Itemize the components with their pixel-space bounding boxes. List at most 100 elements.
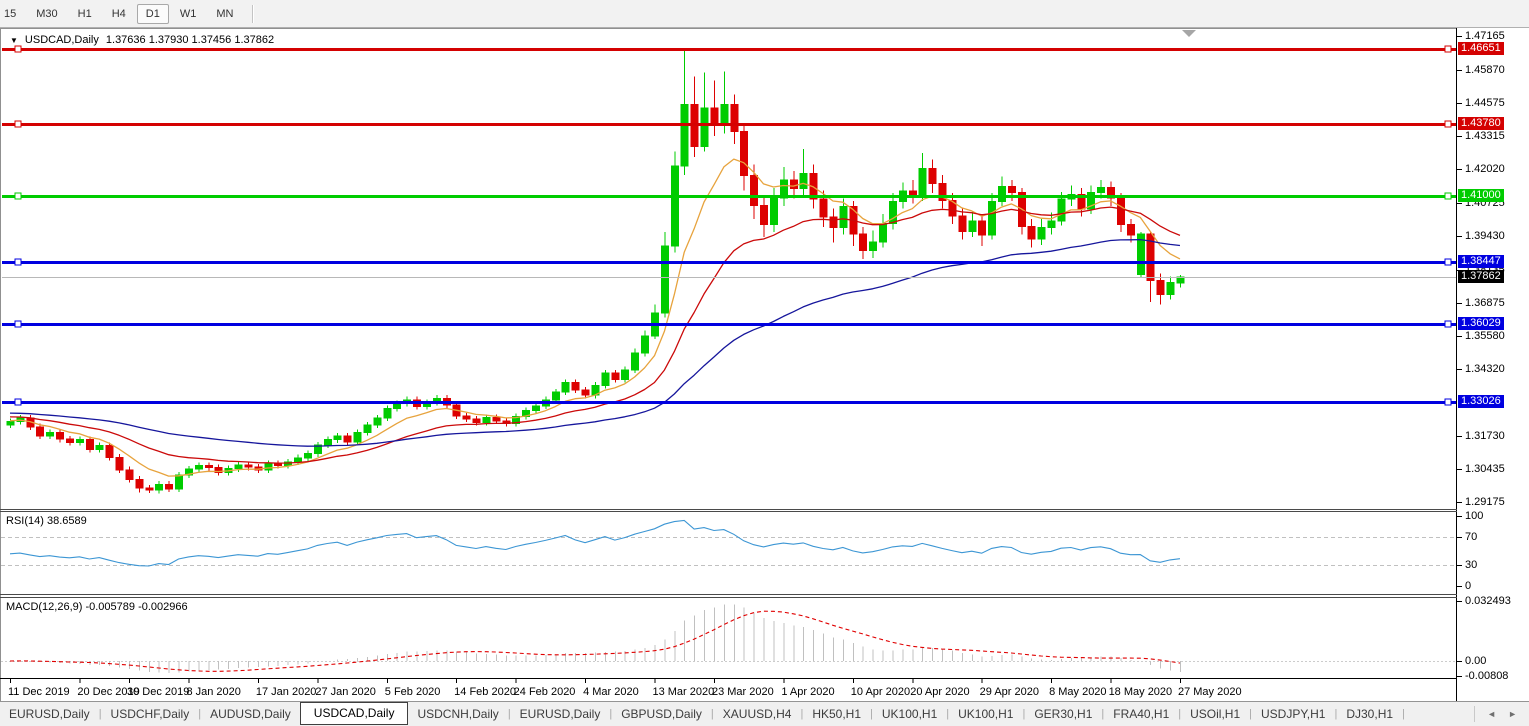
level-line-handle[interactable] [14,192,22,200]
tab-separator: | [1101,708,1105,720]
chart-tab-usoil-h1[interactable]: USOil,H1 [1190,707,1241,721]
level-line-handle[interactable] [1444,120,1452,128]
svg-text:29 Apr 2020: 29 Apr 2020 [980,686,1039,698]
axis-tick-label: 70 [1465,531,1478,543]
svg-text:23 Mar 2020: 23 Mar 2020 [712,686,774,698]
level-price-chip[interactable]: 1.43780 [1458,117,1504,130]
svg-text:30 Dec 2019: 30 Dec 2019 [127,686,189,698]
macd-signal-line [9,610,1181,672]
tab-scroll-controls: ◄ ► [1474,706,1529,722]
timeframe-button-h4[interactable]: H4 [111,7,126,20]
level-price-chip[interactable]: 1.36029 [1458,317,1504,330]
level-line-handle[interactable] [1444,258,1452,266]
chart-tab-usdcad-daily[interactable]: USDCAD,Daily [299,701,409,725]
axis-tick-label: 1.43315 [1465,130,1505,142]
chart-tab-fra40-h1[interactable]: FRA40,H1 [1113,707,1170,721]
chart-tab-hk50-h1[interactable]: HK50,H1 [812,707,862,721]
level-line-handle[interactable] [1444,320,1452,328]
axis-tick-mark [1457,601,1462,602]
chart-tab-eurusd-daily[interactable]: EURUSD,Daily [519,707,601,721]
chart-tab-usdcnh-daily[interactable]: USDCNH,Daily [417,707,499,721]
current-price-chip[interactable]: 1.37862 [1458,270,1504,283]
toolbar-separator [252,4,255,23]
rsi-line [9,519,1181,567]
level-line-handle[interactable] [14,258,22,266]
ohlc-values: 1.37636 1.37930 1.37456 1.37862 [105,34,275,46]
axis-tick-label: 1.29175 [1465,496,1505,508]
level-line-handle[interactable] [1444,45,1452,53]
tab-scroll-left-icon[interactable]: ◄ [1487,709,1497,719]
axis-tick-label: 1.36875 [1465,297,1505,309]
axis-tick-mark [1457,516,1462,517]
axis-tick-label: 0.00 [1465,655,1487,667]
timeframe-toolbar: 15 M30 H1 H4 D1 W1 MN [0,0,1529,28]
chart-tab-audusd-daily[interactable]: AUDUSD,Daily [210,707,291,721]
chart-tab-usdchf-daily[interactable]: USDCHF,Daily [110,707,190,721]
chart-tab-uk100-h1[interactable]: UK100,H1 [958,707,1014,721]
axis-tick-label: 0 [1465,580,1472,592]
level-price-chip[interactable]: 1.41000 [1458,189,1504,202]
chart-tab-xauusd-h4[interactable]: XAUUSD,H4 [722,707,792,721]
axis-tick-mark [1457,661,1462,662]
level-price-chip[interactable]: 1.38447 [1458,255,1504,268]
macd-histogram [19,604,1181,673]
svg-text:4 Mar 2020: 4 Mar 2020 [583,686,639,698]
tab-separator: | [870,708,873,720]
svg-text:27 May 2020: 27 May 2020 [1178,686,1242,698]
candles-layer [6,48,1185,494]
axis-tick-mark [1457,203,1462,204]
svg-text:8 May 2020: 8 May 2020 [1049,686,1106,698]
level-price-chip[interactable]: 1.46651 [1458,42,1504,55]
ma-slow-line[interactable] [9,238,1181,447]
timeframe-button-mn[interactable]: MN [216,7,234,20]
axis-tick-mark [1457,36,1462,37]
tab-separator: | [946,708,950,720]
svg-text:10 Apr 2020: 10 Apr 2020 [851,686,910,698]
timeframe-button-15[interactable]: 15 [4,7,17,20]
tab-separator: | [198,708,202,720]
axis-tick-mark [1457,169,1462,170]
chart-tab-gbpusd-daily[interactable]: GBPUSD,Daily [621,707,702,721]
timeframe-button-w1[interactable]: W1 [179,7,197,20]
chart-tab-usdjpy-h1[interactable]: USDJPY,H1 [1261,707,1326,721]
svg-text:17 Jan 2020: 17 Jan 2020 [256,686,317,698]
level-line-handle[interactable] [1444,398,1452,406]
svg-text:27 Jan 2020: 27 Jan 2020 [315,686,376,698]
svg-text:5 Feb 2020: 5 Feb 2020 [385,686,441,698]
axis-tick-label: 1.42020 [1465,163,1505,175]
axis-tick-label: 1.39430 [1465,230,1505,242]
axis-tick-mark [1457,103,1462,104]
level-line-handle[interactable] [1444,192,1452,200]
axis-tick-label: 1.47165 [1465,30,1505,42]
chart-tab-dj30-h1[interactable]: DJ30,H1 [1346,707,1394,721]
tab-separator: | [1334,708,1338,720]
svg-text:20 Dec 2019: 20 Dec 2019 [77,686,139,698]
level-price-chip[interactable]: 1.33026 [1458,395,1504,408]
chart-tab-eurusd-daily[interactable]: EURUSD,Daily [9,707,90,721]
price-axis[interactable]: 1.47165 1.45870 1.44575 1.43315 1.42020 1.407… [1457,28,1529,701]
level-line-handle[interactable] [14,45,22,53]
collapse-icon[interactable]: ▼ [10,35,18,45]
axis-tick-label: 1.34320 [1465,363,1505,375]
timeframe-button-m30[interactable]: M30 [36,7,58,20]
axis-tick-label: 100 [1465,510,1484,522]
timeframe-button-h1[interactable]: H1 [77,7,92,20]
level-line-handle[interactable] [14,120,22,128]
symbol-period-label: USDCAD,Daily [24,34,99,46]
tab-separator: | [1249,708,1252,720]
axis-tick-label: 1.30435 [1465,463,1505,475]
ma-mid-line[interactable] [9,206,1181,464]
level-line-handle[interactable] [14,320,22,328]
chart-tab-uk100-h1[interactable]: UK100,H1 [881,707,938,721]
timeframe-button-d1[interactable]: D1 [136,3,169,24]
level-line-handle[interactable] [14,398,22,406]
tab-scroll-right-icon[interactable]: ► [1508,709,1517,719]
ma-fast-line[interactable] [9,158,1181,477]
tab-separator: | [609,708,613,720]
tab-separator: | [1178,708,1182,720]
chart-shift-marker-icon[interactable] [1182,30,1196,37]
chart-tab-ger30-h1[interactable]: GER30,H1 [1034,707,1093,721]
axis-tick-label: 1.44575 [1465,97,1505,109]
